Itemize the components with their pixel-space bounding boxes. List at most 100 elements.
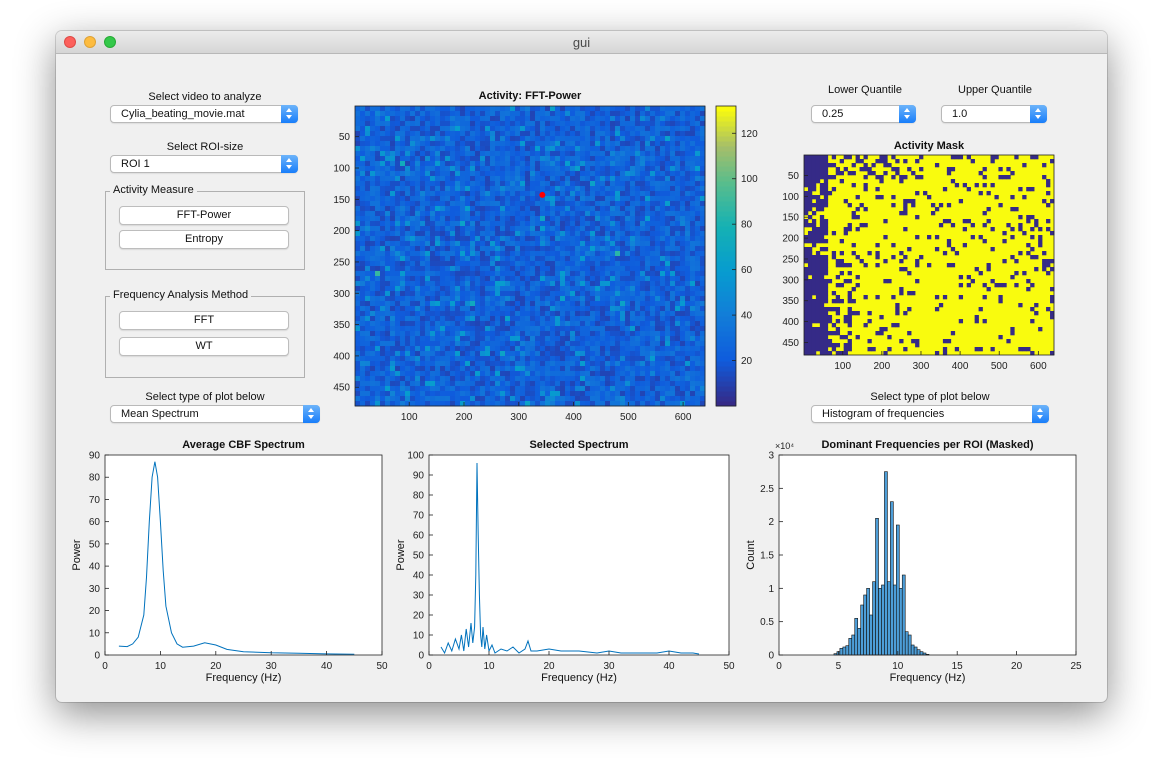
lower-quantile-select[interactable]: 0.25 (811, 105, 916, 123)
heatmap-cell (400, 226, 406, 232)
heatmap-cell (400, 286, 406, 292)
mask-cell (847, 319, 852, 324)
heatmap-cell (560, 176, 566, 182)
heatmap-cell (660, 181, 666, 187)
heatmap-cell (665, 286, 671, 292)
heatmap-cell (625, 141, 631, 147)
heatmap-cell (660, 251, 666, 257)
heatmap-cell (645, 366, 651, 372)
mask-cell (923, 191, 928, 196)
heatmap-cell (490, 366, 496, 372)
heatmap-cell (570, 196, 576, 202)
heatmap-cell (430, 271, 436, 277)
heatmap-cell (585, 276, 591, 282)
heatmap-cell (360, 401, 366, 407)
upper-quantile-select[interactable]: 1.0 (941, 105, 1047, 123)
heatmap-cell (650, 176, 656, 182)
mask-cell (823, 231, 829, 236)
heatmap-cell (520, 351, 526, 357)
heatmap-cell (635, 386, 641, 392)
colorbar-segment (716, 371, 736, 377)
entropy-button[interactable]: Entropy (119, 230, 289, 249)
heatmap-cell (360, 331, 366, 337)
heatmap-cell (480, 311, 486, 317)
colorbar-segment (716, 386, 736, 392)
heatmap-cell (515, 151, 521, 157)
heatmap-cell (660, 126, 666, 132)
heatmap-cell (565, 141, 571, 147)
plot-type-select-right[interactable]: Histogram of frequencies (811, 405, 1049, 423)
heatmap-cell (580, 276, 586, 282)
heatmap-cell (465, 256, 471, 262)
heatmap-cell (480, 156, 486, 162)
heatmap-cell (555, 331, 561, 337)
heatmap-cell (530, 361, 536, 367)
heatmap-cell (390, 126, 396, 132)
heatmap-cell (670, 236, 676, 242)
mask-cell (815, 255, 821, 260)
mask-cell (863, 263, 868, 268)
heatmap-cell (690, 116, 696, 122)
heatmap-cell (440, 216, 446, 222)
heatmap-cell (535, 171, 541, 177)
heatmap-cell (425, 341, 431, 347)
heatmap-cell (400, 111, 406, 117)
mask-cell (823, 195, 829, 200)
heatmap-cell (660, 271, 666, 277)
mask-cell (823, 183, 829, 188)
heatmap-cell (405, 236, 411, 242)
heatmap-cell (445, 266, 451, 272)
heatmap-cell (685, 261, 691, 267)
heatmap-cell (655, 201, 661, 207)
mask-cell (942, 219, 948, 224)
heatmap-cell (580, 231, 586, 237)
heatmap-cell (660, 321, 666, 327)
fft-button[interactable]: FFT (119, 311, 289, 330)
heatmap-cell (620, 341, 626, 347)
fft-power-button[interactable]: FFT-Power (119, 206, 289, 225)
heatmap-cell (620, 376, 626, 382)
heatmap-cell (395, 361, 401, 367)
heatmap-cell (405, 266, 411, 272)
heatmap-cell (575, 321, 581, 327)
heatmap-cell (410, 111, 416, 117)
video-select[interactable]: Cylia_beating_movie.mat (110, 105, 298, 123)
heatmap-cell (600, 176, 606, 182)
heatmap-cell (700, 246, 706, 252)
heatmap-cell (535, 166, 541, 172)
wt-button[interactable]: WT (119, 337, 289, 356)
heatmap-cell (530, 301, 536, 307)
heatmap-cell (375, 156, 381, 162)
heatmap-cell (405, 111, 411, 117)
heatmap-cell (570, 321, 576, 327)
heatmap-cell (525, 311, 531, 317)
mask-cell (950, 247, 956, 252)
mask-cell (807, 187, 813, 192)
heatmap-cell (565, 171, 571, 177)
heatmap-cell (545, 401, 551, 407)
mask-cell (919, 167, 924, 172)
heatmap-cell (610, 211, 616, 217)
heatmap-cell (700, 291, 706, 297)
heatmap-cell (695, 346, 701, 352)
heatmap-cell (645, 161, 651, 167)
heatmap-cell (465, 191, 471, 197)
heatmap-cell (505, 196, 511, 202)
heatmap-cell (590, 201, 596, 207)
heatmap-cell (590, 196, 596, 202)
heatmap-cell (540, 191, 546, 197)
heatmap-cell (475, 231, 481, 237)
heatmap-cell (495, 226, 501, 232)
heatmap-cell (700, 356, 706, 362)
heatmap-cell (560, 381, 566, 387)
heatmap-cell (380, 291, 386, 297)
heatmap-cell (395, 351, 401, 357)
heatmap-cell (460, 176, 466, 182)
heatmap-cell (515, 261, 521, 267)
heatmap-cell (465, 296, 471, 302)
plot-type-select-left[interactable]: Mean Spectrum (110, 405, 320, 423)
heatmap-cell (645, 226, 651, 232)
heatmap-cell (635, 391, 641, 397)
roi-select[interactable]: ROI 1 (110, 155, 298, 173)
heatmap-cell (495, 161, 501, 167)
